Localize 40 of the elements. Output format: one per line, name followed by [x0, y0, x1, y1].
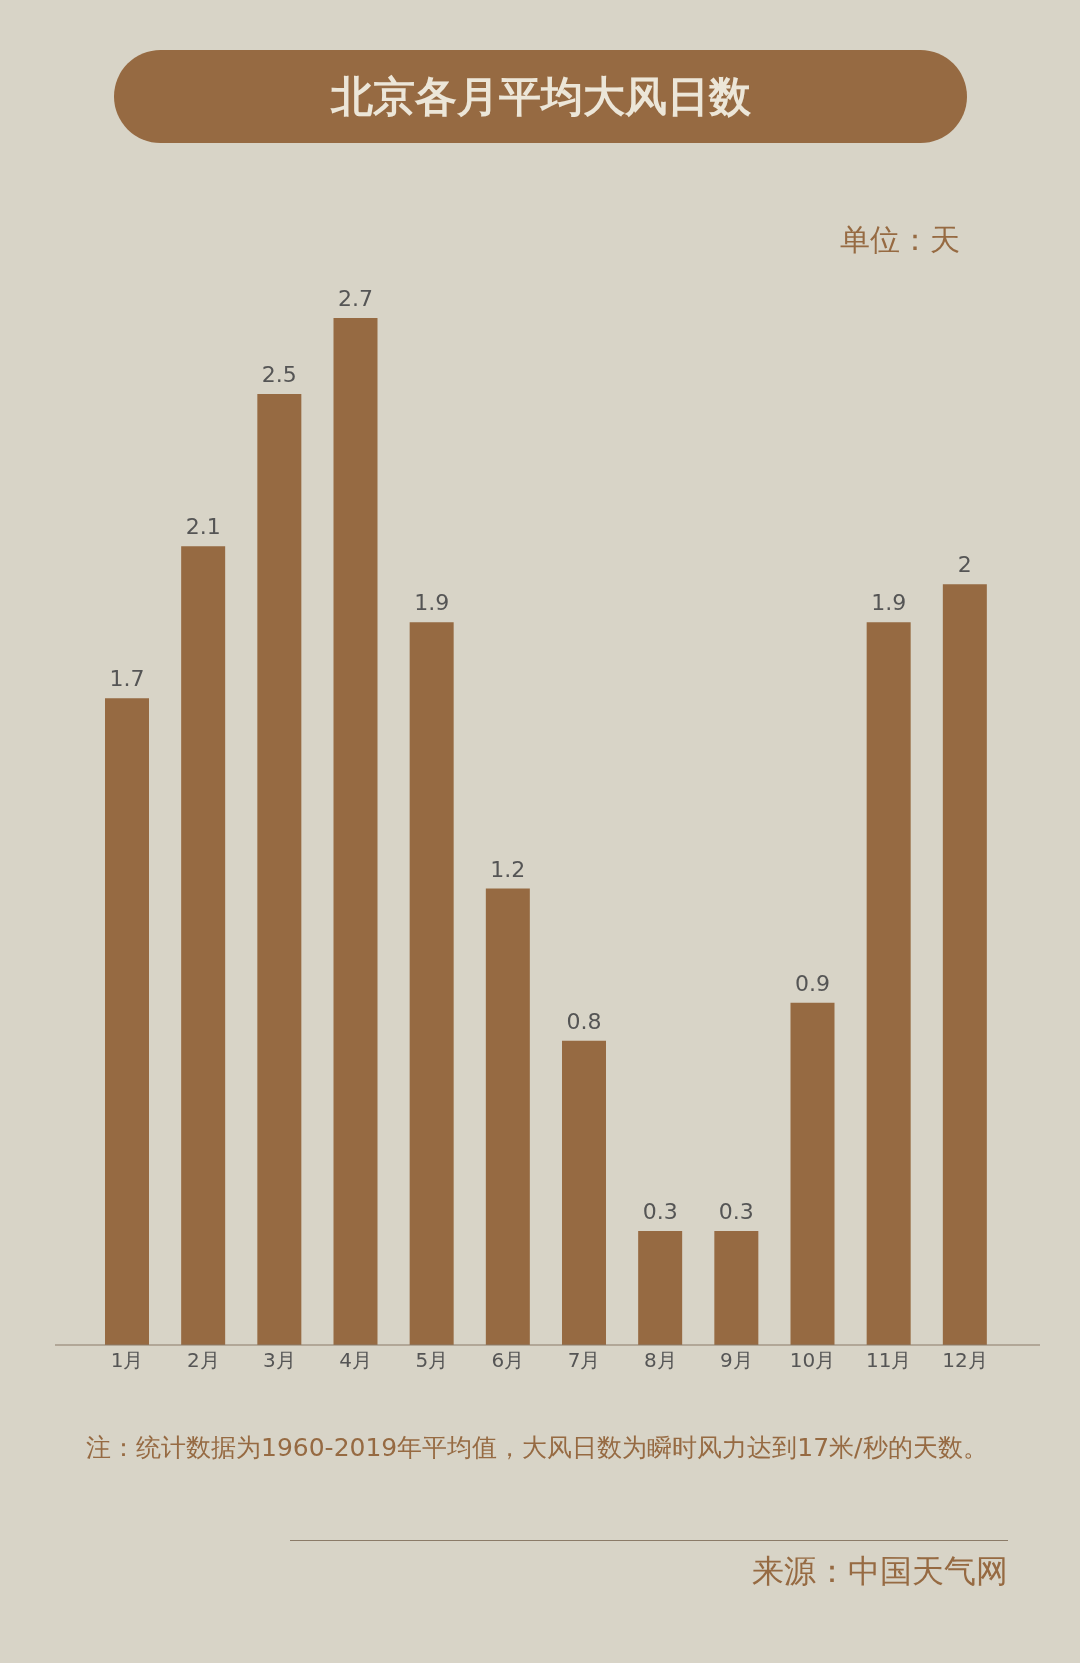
x-tick-label: 12月 [942, 1348, 988, 1373]
x-tick-label: 2月 [186, 1348, 220, 1373]
x-tick-label: 11月 [866, 1348, 912, 1373]
text: 单位：天 [840, 221, 960, 259]
data-label: 0.9 [795, 970, 830, 996]
text: 注：统计数据为1960-2019年平均值，大风日数为瞬时风力达到17米/秒的天数。 [86, 1432, 989, 1464]
x-tick-label: 4月 [339, 1348, 372, 1373]
bar [409, 622, 454, 1345]
data-label: 2.5 [261, 362, 297, 388]
data-label: 1.9 [414, 590, 450, 616]
data-label: 1.2 [490, 856, 526, 882]
x-tick-label: 8月 [643, 1348, 677, 1373]
data-label: 1.9 [871, 590, 907, 616]
bar [485, 888, 530, 1345]
x-tick-label: 7月 [567, 1348, 601, 1373]
bar [790, 1002, 835, 1345]
bar [866, 622, 911, 1345]
chart-title: 北京各月平均大风日数 [114, 50, 967, 143]
x-tick-label: 5月 [415, 1348, 449, 1373]
data-label: 0.8 [566, 1008, 602, 1034]
data-label: 1.7 [109, 666, 145, 692]
data-label: 2 [957, 552, 972, 578]
bar [638, 1230, 683, 1345]
bar [333, 318, 378, 1345]
data-label: 0.3 [642, 1198, 678, 1224]
data-label: 2.7 [338, 286, 373, 311]
x-tick-label: 3月 [263, 1348, 296, 1373]
bar [942, 584, 987, 1345]
data-label: 2.1 [185, 514, 221, 540]
bar [562, 1040, 606, 1345]
x-tick-label: 10月 [789, 1348, 836, 1373]
x-tick-label: 6月 [491, 1348, 525, 1373]
bar [257, 394, 302, 1345]
source-note: 来源：中国天气网 [752, 1551, 1008, 1592]
x-tick-label: 9月 [720, 1348, 753, 1373]
data-label: 0.3 [718, 1198, 754, 1224]
bar [105, 698, 149, 1345]
x-tick-label: 1月 [110, 1348, 144, 1373]
bar [181, 546, 226, 1345]
bar [714, 1230, 759, 1345]
